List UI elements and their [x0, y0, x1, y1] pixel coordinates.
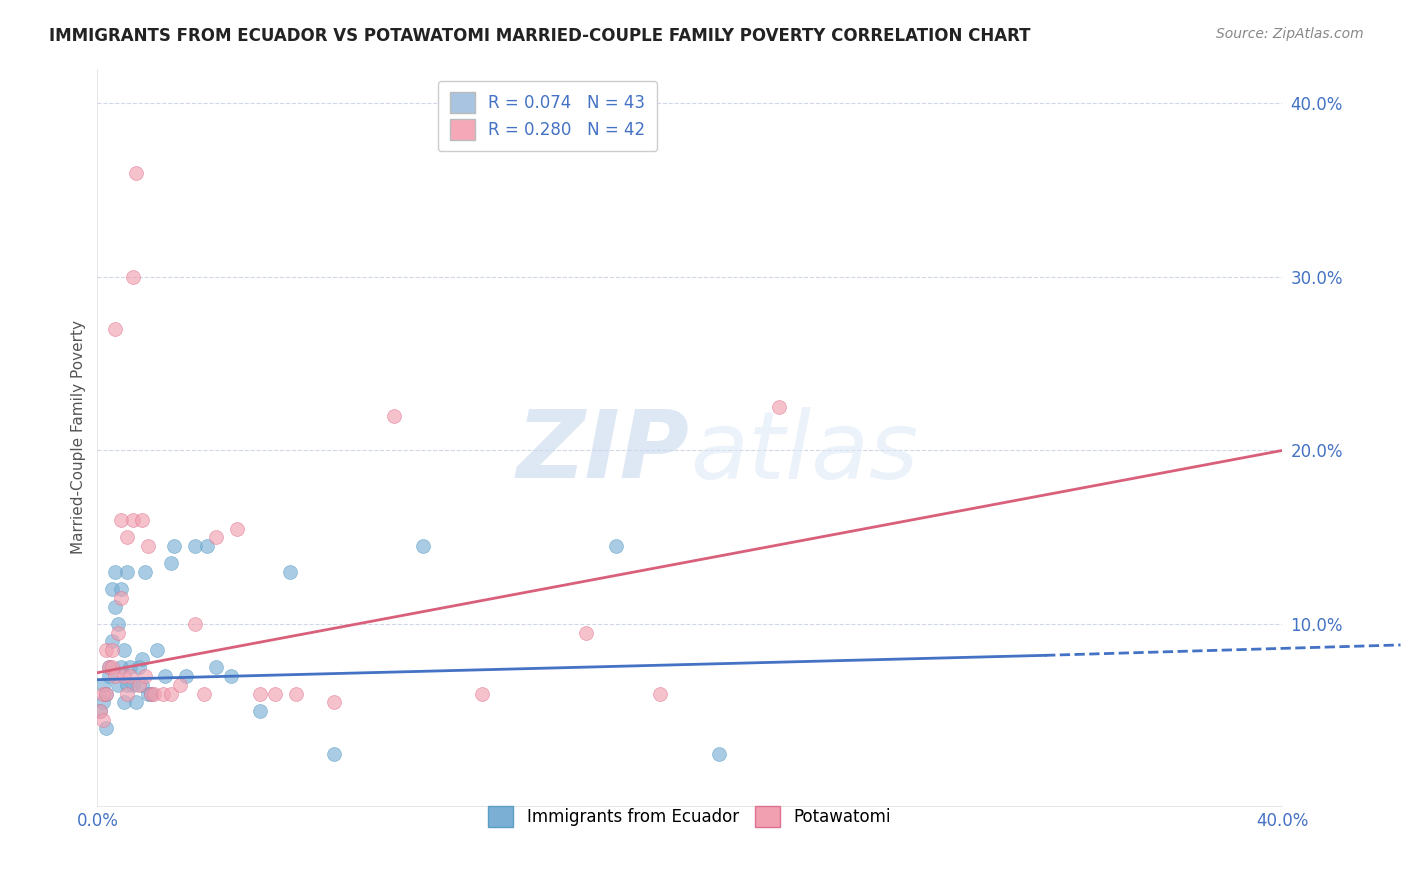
Point: [249, 687, 271, 701]
Point: [204, 530, 226, 544]
Point: [471, 687, 494, 701]
Point: [184, 539, 207, 553]
Point: [98, 669, 121, 683]
Point: [112, 643, 135, 657]
Point: [219, 669, 242, 683]
Point: [131, 652, 153, 666]
Point: [134, 669, 156, 683]
Point: [160, 687, 183, 701]
Point: [101, 643, 124, 657]
Point: [128, 660, 150, 674]
Point: [110, 582, 132, 597]
Point: [96, 643, 118, 657]
Point: [193, 687, 215, 701]
Point: [91, 695, 114, 709]
Point: [107, 617, 129, 632]
Point: [184, 617, 207, 632]
Point: [104, 669, 127, 683]
Point: [155, 669, 177, 683]
Point: [284, 687, 307, 701]
Point: [91, 687, 114, 701]
Point: [605, 539, 627, 553]
Point: [134, 565, 156, 579]
Point: [101, 660, 124, 674]
Point: [107, 678, 129, 692]
Point: [112, 695, 135, 709]
Point: [110, 660, 132, 674]
Text: atlas: atlas: [690, 407, 918, 498]
Point: [142, 687, 165, 701]
Text: Source: ZipAtlas.com: Source: ZipAtlas.com: [1216, 27, 1364, 41]
Point: [122, 513, 145, 527]
Point: [122, 678, 145, 692]
Point: [648, 687, 671, 701]
Point: [115, 565, 138, 579]
Point: [89, 704, 111, 718]
Point: [122, 269, 145, 284]
Point: [152, 687, 174, 701]
Point: [323, 747, 346, 762]
Point: [709, 747, 731, 762]
Point: [118, 660, 141, 674]
Point: [382, 409, 405, 423]
Text: IMMIGRANTS FROM ECUADOR VS POTAWATOMI MARRIED-COUPLE FAMILY POVERTY CORRELATION : IMMIGRANTS FROM ECUADOR VS POTAWATOMI MA…: [49, 27, 1031, 45]
Point: [104, 322, 127, 336]
Point: [139, 687, 162, 701]
Point: [323, 695, 346, 709]
Point: [139, 687, 162, 701]
Point: [104, 599, 127, 614]
Point: [115, 678, 138, 692]
Point: [89, 704, 111, 718]
Point: [412, 539, 434, 553]
Point: [131, 678, 153, 692]
Point: [118, 669, 141, 683]
Point: [110, 513, 132, 527]
Point: [96, 687, 118, 701]
Point: [96, 721, 118, 735]
Point: [91, 713, 114, 727]
Point: [264, 687, 287, 701]
Point: [96, 687, 118, 701]
Point: [131, 513, 153, 527]
Point: [115, 687, 138, 701]
Point: [125, 695, 148, 709]
Point: [101, 582, 124, 597]
Point: [136, 687, 159, 701]
Point: [112, 669, 135, 683]
Legend: Immigrants from Ecuador, Potawatomi: Immigrants from Ecuador, Potawatomi: [479, 798, 900, 835]
Point: [136, 539, 159, 553]
Point: [110, 591, 132, 605]
Point: [107, 625, 129, 640]
Point: [128, 678, 150, 692]
Point: [768, 400, 790, 414]
Point: [91, 678, 114, 692]
Point: [169, 678, 191, 692]
Text: ZIP: ZIP: [517, 406, 690, 499]
Point: [225, 522, 247, 536]
Point: [195, 539, 218, 553]
Point: [101, 634, 124, 648]
Y-axis label: Married-Couple Family Poverty: Married-Couple Family Poverty: [72, 320, 86, 555]
Point: [104, 565, 127, 579]
Point: [575, 625, 598, 640]
Point: [160, 557, 183, 571]
Point: [278, 565, 301, 579]
Point: [145, 643, 167, 657]
Point: [115, 530, 138, 544]
Point: [98, 660, 121, 674]
Point: [174, 669, 197, 683]
Point: [163, 539, 186, 553]
Point: [125, 166, 148, 180]
Point: [204, 660, 226, 674]
Point: [98, 660, 121, 674]
Point: [249, 704, 271, 718]
